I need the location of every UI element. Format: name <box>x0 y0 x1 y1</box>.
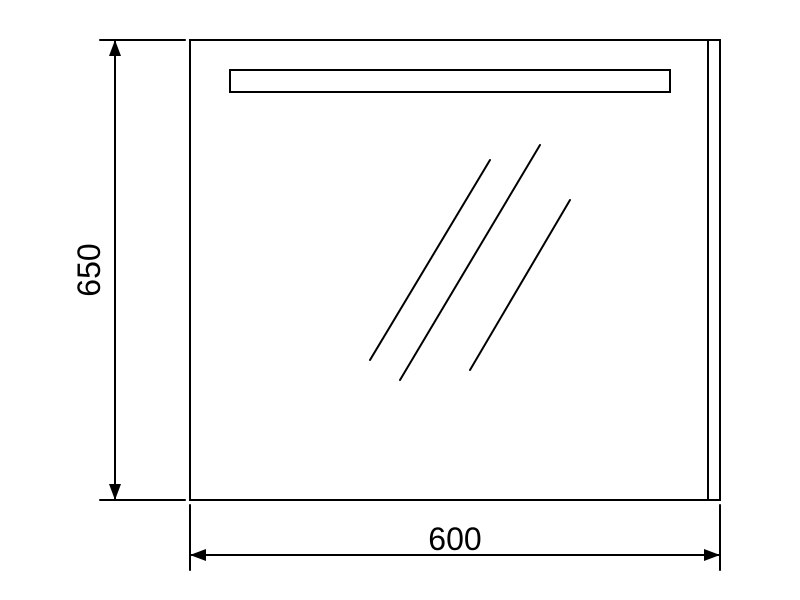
dim-label-width: 600 <box>428 521 481 557</box>
technical-drawing: 650 600 <box>0 0 800 600</box>
dim-label-height: 650 <box>71 243 107 296</box>
